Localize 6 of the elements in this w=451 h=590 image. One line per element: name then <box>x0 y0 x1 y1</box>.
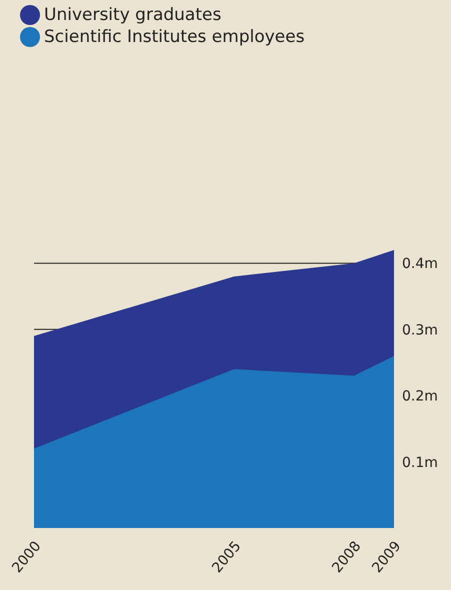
legend-label: University graduates <box>44 5 222 25</box>
y-tick-label: 0.1m <box>402 454 438 471</box>
legend-label: Scientific Institutes employees <box>44 27 305 47</box>
y-tick-label: 0.4m <box>402 256 438 272</box>
y-tick-label: 0.3m <box>402 322 438 338</box>
y-tick-label: 0.2m <box>402 388 438 405</box>
